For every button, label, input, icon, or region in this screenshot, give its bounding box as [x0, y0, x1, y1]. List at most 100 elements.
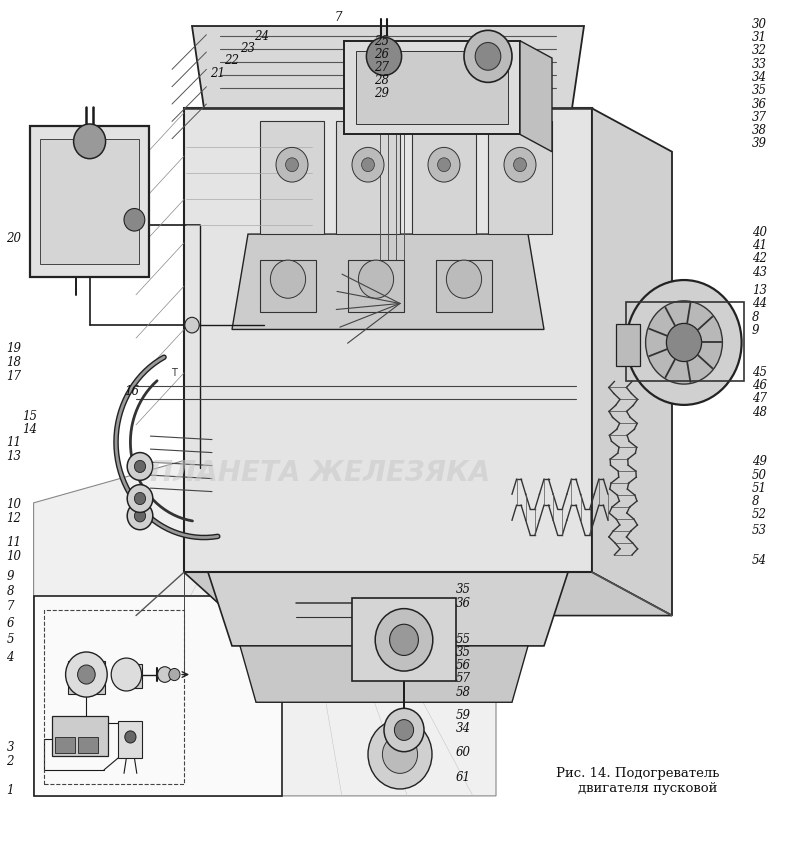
Text: 15: 15 — [22, 410, 38, 422]
Bar — [436, 260, 492, 312]
Text: 11: 11 — [6, 436, 22, 448]
Text: 56: 56 — [456, 660, 471, 672]
Text: 27: 27 — [374, 62, 390, 74]
Circle shape — [358, 260, 394, 298]
Text: 9: 9 — [6, 570, 14, 583]
Text: 47: 47 — [752, 393, 767, 405]
Circle shape — [134, 510, 146, 522]
Text: 39: 39 — [752, 138, 767, 150]
Circle shape — [352, 147, 384, 182]
Circle shape — [428, 147, 460, 182]
Circle shape — [74, 124, 106, 159]
Text: 1: 1 — [6, 785, 14, 797]
Bar — [626, 302, 744, 381]
Text: 26: 26 — [374, 49, 390, 61]
Circle shape — [125, 731, 136, 743]
Circle shape — [646, 301, 722, 384]
Polygon shape — [520, 41, 552, 152]
Text: 2: 2 — [6, 755, 14, 767]
Text: 16: 16 — [124, 386, 139, 398]
Bar — [55, 737, 75, 753]
Bar — [412, 121, 476, 234]
Text: 19: 19 — [6, 342, 22, 355]
Circle shape — [375, 609, 433, 671]
Text: двигателя пусковой: двигателя пусковой — [578, 783, 718, 795]
Text: 24: 24 — [254, 30, 270, 42]
Bar — [616, 324, 640, 366]
Circle shape — [111, 658, 142, 691]
Circle shape — [626, 280, 742, 405]
Circle shape — [368, 720, 432, 789]
Circle shape — [366, 37, 402, 75]
Bar — [118, 664, 142, 688]
Text: 58: 58 — [456, 687, 471, 699]
Circle shape — [438, 158, 450, 172]
Text: ПЛАНЕТА ЖЕЛЕЗЯКА: ПЛАНЕТА ЖЕЛЕЗЯКА — [150, 459, 490, 486]
Circle shape — [394, 720, 414, 740]
Circle shape — [134, 460, 146, 473]
Circle shape — [362, 158, 374, 172]
Bar — [30, 126, 149, 277]
Polygon shape — [184, 108, 592, 572]
Text: 8: 8 — [6, 585, 14, 597]
Text: 31: 31 — [752, 31, 767, 43]
Bar — [344, 41, 520, 134]
Circle shape — [124, 209, 145, 231]
Text: 10: 10 — [6, 499, 22, 511]
Text: 35: 35 — [456, 583, 471, 596]
Circle shape — [666, 323, 702, 362]
Circle shape — [475, 42, 501, 70]
Text: 22: 22 — [224, 55, 239, 67]
Text: 44: 44 — [752, 297, 767, 310]
Text: 28: 28 — [374, 75, 390, 87]
Text: 46: 46 — [752, 380, 767, 392]
Text: 40: 40 — [752, 226, 767, 238]
Circle shape — [127, 485, 153, 512]
Circle shape — [276, 147, 308, 182]
Text: 35: 35 — [752, 84, 767, 96]
Text: 41: 41 — [752, 239, 767, 251]
Text: 43: 43 — [752, 266, 767, 278]
Circle shape — [390, 624, 418, 655]
Polygon shape — [592, 108, 672, 616]
Text: 13: 13 — [752, 284, 767, 297]
Text: 32: 32 — [752, 44, 767, 56]
Circle shape — [384, 708, 424, 752]
Bar — [52, 716, 108, 756]
Text: 21: 21 — [210, 68, 225, 80]
Polygon shape — [34, 434, 496, 796]
Bar — [260, 121, 324, 234]
Text: 7: 7 — [6, 601, 14, 613]
Text: 37: 37 — [752, 111, 767, 123]
Text: 25: 25 — [374, 36, 390, 48]
Text: 38: 38 — [752, 124, 767, 136]
Text: 8: 8 — [752, 495, 759, 507]
Text: 6: 6 — [6, 617, 14, 629]
Text: T: T — [171, 368, 178, 378]
Text: 8: 8 — [752, 311, 759, 323]
Text: 20: 20 — [6, 232, 22, 244]
Polygon shape — [184, 572, 672, 616]
Bar — [348, 260, 404, 312]
Text: 14: 14 — [22, 423, 38, 435]
Bar — [68, 661, 105, 694]
Bar — [352, 598, 456, 681]
Text: 18: 18 — [6, 356, 22, 368]
Text: 42: 42 — [752, 252, 767, 264]
Circle shape — [382, 735, 418, 773]
Text: 53: 53 — [752, 525, 767, 537]
Text: 45: 45 — [752, 367, 767, 379]
Bar — [78, 737, 98, 753]
Text: 11: 11 — [6, 537, 22, 549]
Circle shape — [127, 453, 153, 480]
Text: 33: 33 — [752, 58, 767, 70]
Text: 34: 34 — [456, 722, 471, 734]
Text: 10: 10 — [6, 551, 22, 563]
Bar — [260, 260, 316, 312]
Bar — [118, 721, 142, 758]
Bar — [40, 139, 139, 264]
Circle shape — [504, 147, 536, 182]
Text: 30: 30 — [752, 18, 767, 30]
Polygon shape — [192, 26, 584, 108]
Polygon shape — [240, 646, 528, 702]
